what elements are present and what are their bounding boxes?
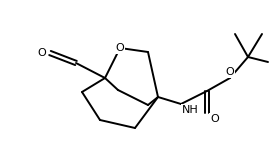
Text: O: O	[226, 67, 234, 77]
Text: O: O	[210, 114, 219, 124]
Text: O: O	[37, 48, 46, 58]
Text: O: O	[116, 43, 124, 53]
Text: NH: NH	[182, 105, 199, 115]
